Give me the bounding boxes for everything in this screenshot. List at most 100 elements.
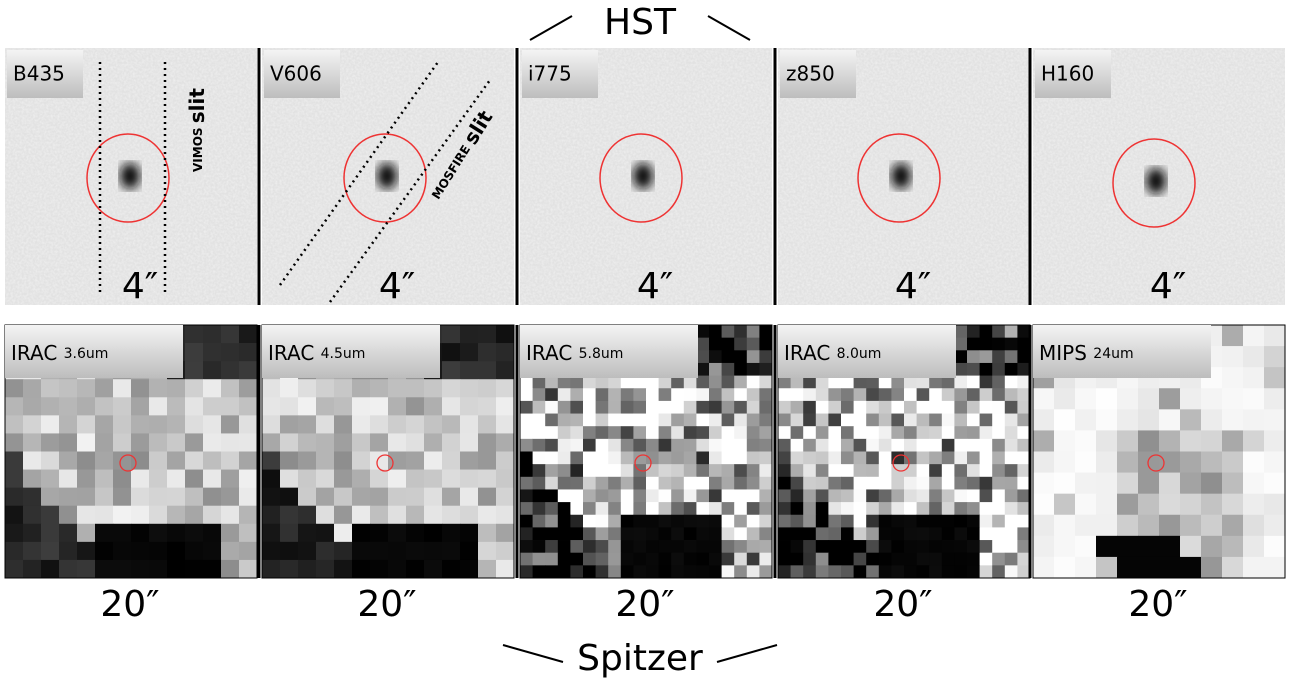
label-box	[780, 50, 856, 98]
pixel	[239, 451, 258, 470]
pixel	[1004, 552, 1018, 566]
pixel	[891, 375, 905, 389]
pixel	[520, 464, 533, 478]
pixel	[734, 565, 748, 579]
pixel	[683, 451, 697, 465]
band: 24um	[1093, 346, 1133, 362]
pixel	[298, 379, 317, 398]
pixel	[1117, 493, 1139, 516]
pixel	[929, 388, 943, 402]
pixel	[1138, 493, 1160, 516]
pixel	[1138, 535, 1160, 558]
pixel	[185, 487, 204, 507]
pixel	[334, 559, 353, 579]
pixel	[954, 388, 968, 402]
pixel	[221, 523, 240, 543]
pixel	[1096, 493, 1118, 516]
pixel	[570, 565, 584, 579]
pixel	[746, 388, 760, 402]
pixel	[878, 552, 892, 566]
pixel	[709, 502, 722, 516]
pixel	[532, 451, 546, 465]
pixel	[1264, 346, 1286, 368]
pixel	[334, 451, 353, 470]
pixel	[239, 433, 258, 452]
pixel	[1075, 409, 1097, 431]
aperture	[857, 133, 941, 223]
pixel	[929, 476, 943, 490]
pixel	[709, 476, 722, 490]
pixel	[1017, 540, 1031, 554]
pixel	[1222, 325, 1244, 347]
pixel	[239, 505, 258, 525]
pixel	[1117, 472, 1139, 495]
pixel	[734, 375, 748, 389]
pixel	[442, 433, 461, 452]
aperture	[599, 133, 683, 223]
pixel	[583, 464, 596, 478]
pixel	[1033, 451, 1055, 473]
source	[1146, 168, 1166, 194]
pixel	[298, 559, 317, 579]
pixel	[904, 565, 917, 579]
pixel	[1017, 400, 1031, 414]
pixel	[803, 514, 817, 528]
pixel	[1264, 409, 1286, 431]
pixel	[203, 559, 222, 579]
pixel	[460, 559, 479, 579]
pixel	[239, 541, 258, 561]
pixel	[442, 343, 461, 362]
pixel	[298, 433, 317, 452]
pixel	[904, 400, 917, 414]
pixel	[1004, 502, 1018, 516]
pixel	[1180, 514, 1202, 537]
pixel	[746, 540, 760, 554]
pixel	[388, 415, 407, 434]
pixel	[696, 325, 710, 339]
pixel	[149, 487, 168, 507]
pixel	[790, 464, 804, 478]
pixel	[967, 388, 980, 402]
pixel	[460, 325, 479, 344]
pixel	[967, 476, 980, 490]
pixel	[916, 565, 930, 579]
pixel	[1096, 472, 1118, 495]
pixel	[633, 502, 647, 516]
pixel	[77, 541, 96, 561]
pixel	[671, 489, 685, 503]
pixel	[759, 476, 773, 490]
band-label: MIPS 24um	[1039, 341, 1134, 365]
pixel	[95, 487, 114, 507]
pixel	[185, 325, 204, 344]
pixel	[1004, 464, 1018, 478]
pixel	[1075, 472, 1097, 495]
band-label: H160	[1041, 62, 1094, 86]
pixel	[298, 469, 317, 489]
pixel	[113, 505, 132, 525]
pixel	[967, 413, 980, 427]
hst-title: HST	[604, 2, 677, 43]
band-label: IRAC 5.8um	[526, 341, 623, 365]
pixel	[746, 552, 760, 566]
pixel	[866, 502, 880, 516]
pixel	[683, 438, 697, 452]
pixel	[370, 523, 389, 543]
pixel	[992, 325, 1006, 339]
pixel	[149, 451, 168, 470]
pixel	[424, 451, 443, 470]
pixel	[696, 514, 710, 528]
pixel	[992, 426, 1006, 440]
pixel	[803, 476, 817, 490]
label-box	[264, 50, 340, 98]
pixel	[442, 559, 461, 579]
label-box	[1033, 325, 1211, 378]
pixel	[388, 433, 407, 452]
pixel	[1004, 540, 1018, 554]
pixel	[746, 476, 760, 490]
pixel	[721, 502, 735, 516]
pixel	[853, 400, 867, 414]
pixel	[929, 451, 943, 465]
pixel	[828, 552, 842, 566]
pixel	[557, 514, 571, 528]
pixel	[696, 464, 710, 478]
